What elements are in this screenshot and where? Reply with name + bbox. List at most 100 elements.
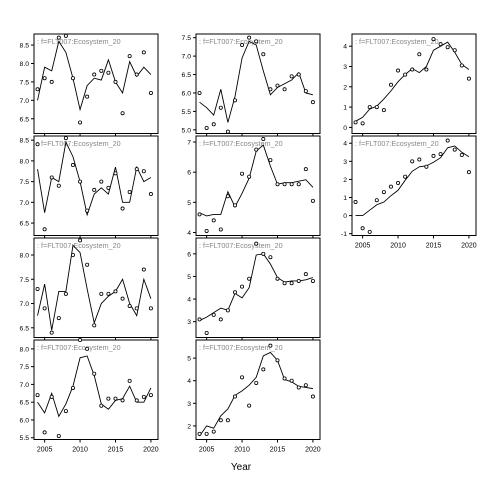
fitted-line xyxy=(199,351,313,437)
y-tick-label: 7.0 xyxy=(20,200,30,207)
panel-strip-label: : f=FLT007:Ecosystem_20 xyxy=(355,37,439,46)
observed-point xyxy=(459,63,464,68)
observed-point xyxy=(113,289,118,294)
y-tick-label: 2 xyxy=(343,177,347,184)
observed-point xyxy=(254,147,259,152)
panel-strip-label: : f=FLT007:Ecosystem_20 xyxy=(199,37,283,46)
x-tick-label: 2020 xyxy=(143,447,159,454)
observed-point xyxy=(459,152,464,157)
observed-point xyxy=(232,98,237,103)
panel-strip-label: : f=FLT007:Ecosystem_20 xyxy=(37,343,121,352)
observed-point xyxy=(374,198,379,203)
observed-point xyxy=(310,394,315,399)
observed-point xyxy=(303,272,308,277)
y-tick-label: 7.0 xyxy=(20,98,30,105)
observed-point xyxy=(35,87,40,92)
observed-point xyxy=(141,169,146,174)
y-tick-label: 4 xyxy=(187,378,191,385)
y-tick-label: 7 xyxy=(187,140,191,147)
panel-8: : f=FLT007:Ecosystem_20 3 4 5 6 xyxy=(187,237,321,341)
observed-point xyxy=(218,227,223,232)
y-tick-label: 7.5 xyxy=(20,179,30,186)
x-tick-label: 2005 xyxy=(355,243,371,250)
observed-point xyxy=(211,312,216,317)
observed-point xyxy=(99,179,104,184)
observed-point xyxy=(396,68,401,73)
panels-layer: : f=FLT007:Ecosystem_206.57.07.58.08.5: … xyxy=(20,33,477,454)
observed-point xyxy=(106,70,111,75)
observed-point xyxy=(56,316,61,321)
observed-point xyxy=(63,291,68,296)
observed-point xyxy=(310,100,315,105)
y-tick-label: 6.5 xyxy=(20,325,30,332)
x-tick-label: 2010 xyxy=(72,447,88,454)
observed-point xyxy=(240,375,245,380)
observed-point xyxy=(247,276,252,281)
panel-6: : f=FLT007:Ecosystem_20 -1 0 1 2 3 4 2005 2010 20… xyxy=(341,135,477,250)
fitted-line xyxy=(355,145,470,217)
observed-point xyxy=(296,182,301,187)
observed-point xyxy=(127,378,132,383)
observed-point xyxy=(42,76,47,81)
observed-point xyxy=(120,296,125,301)
observed-point xyxy=(120,206,125,211)
observed-point xyxy=(148,393,153,398)
observed-point xyxy=(106,396,111,401)
observed-point xyxy=(148,90,153,95)
y-tick-label: 0 xyxy=(343,125,347,132)
panel-3: : f=FLT007:Ecosystem_20 0 1 2 3 4 xyxy=(343,33,477,137)
panel-2: : f=FLT007:Ecosystem_20 5.0 5.5 6.0 6.5 7.0 7.… xyxy=(182,33,321,137)
y-tick-label: 6.5 xyxy=(20,400,30,407)
observed-point xyxy=(353,120,358,125)
observed-point xyxy=(303,383,308,388)
observed-point xyxy=(445,138,450,143)
observed-point xyxy=(240,43,245,48)
observed-point xyxy=(360,121,365,126)
observed-point xyxy=(42,306,47,311)
panel-10: : f=FLT007:Ecosystem_20 2 3 4 5 2005 2010 2015 2… xyxy=(187,339,321,454)
panel-9: : f=FLT007:Ecosystem_20 5.5 6.0 6.5 7.0 7.5 8.… xyxy=(20,337,159,454)
observed-point xyxy=(211,429,216,434)
observed-point xyxy=(211,218,216,223)
observed-point xyxy=(85,262,90,267)
y-tick-label: 0 xyxy=(343,213,347,220)
y-tick-label: 1 xyxy=(343,105,347,112)
y-tick-label: 4 xyxy=(343,141,347,148)
observed-point xyxy=(70,385,75,390)
x-tick-label: 2005 xyxy=(37,447,53,454)
observed-point xyxy=(275,182,280,187)
panel-5: : f=FLT007:Ecosystem_20 4 5 6 7 xyxy=(187,135,321,239)
observed-point xyxy=(268,158,273,163)
observed-point xyxy=(438,42,443,47)
observed-point xyxy=(282,182,287,187)
observed-point xyxy=(113,79,118,84)
panel-4: : f=FLT007:Ecosystem_20 6.5 7.0 7.5 8.0 8.5 xyxy=(20,135,159,239)
x-tick-label: 2005 xyxy=(199,447,215,454)
panel-strip-label: : f=FLT007:Ecosystem_20 xyxy=(355,139,439,148)
observed-point xyxy=(134,306,139,311)
observed-point xyxy=(289,182,294,187)
x-tick-label: 2020 xyxy=(305,447,321,454)
observed-point xyxy=(49,79,54,84)
observed-point xyxy=(254,380,259,385)
observed-point xyxy=(417,157,422,162)
observed-point xyxy=(56,35,61,40)
y-tick-label: 8.0 xyxy=(20,61,30,68)
observed-point xyxy=(197,317,202,322)
observed-point xyxy=(70,76,75,81)
observed-point xyxy=(310,198,315,203)
observed-point xyxy=(452,147,457,152)
y-tick-label: 3 xyxy=(343,159,347,166)
observed-point xyxy=(466,170,471,175)
observed-point xyxy=(381,190,386,195)
y-tick-label: 8.0 xyxy=(20,346,30,353)
x-tick-label: 2015 xyxy=(270,447,286,454)
observed-point xyxy=(120,111,125,116)
y-tick-label: 2 xyxy=(343,84,347,91)
observed-point xyxy=(204,125,209,130)
observed-point xyxy=(85,94,90,99)
observed-point xyxy=(282,376,287,381)
observed-point xyxy=(63,409,68,414)
observed-point xyxy=(367,105,372,110)
